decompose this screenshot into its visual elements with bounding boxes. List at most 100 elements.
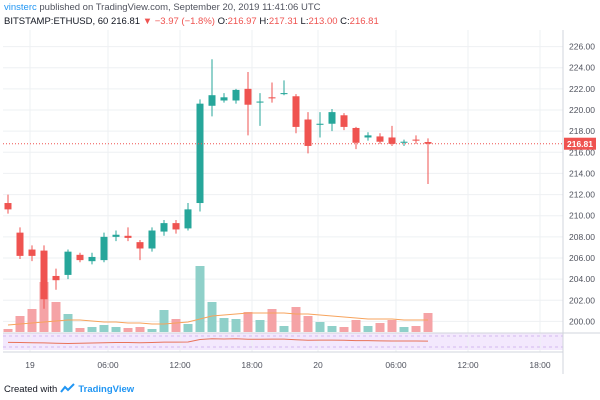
change-value: −3.97 (−1.8%): [154, 16, 215, 27]
volume-bar: [411, 326, 421, 332]
time-tick-label: 18:00: [241, 360, 263, 370]
volume-bar: [339, 327, 349, 332]
price-axis[interactable]: 200.00 202.00 204.00 206.00 208.00 210.00 212.…: [569, 42, 595, 327]
price-tick-label: 218.00: [569, 126, 595, 136]
volume-bar: [207, 302, 217, 332]
price-tick-label: 214.00: [569, 168, 595, 178]
candle-body: [52, 275, 60, 281]
candle-body: [76, 254, 84, 261]
down-arrow-icon: ▼: [142, 16, 153, 27]
candle-body: [88, 256, 96, 262]
volume-bar: [279, 326, 289, 332]
time-tick-label: 06:00: [97, 360, 119, 370]
candle-body: [124, 235, 132, 238]
candle-body: [160, 223, 168, 232]
candle-body: [412, 139, 420, 141]
volume-bar: [171, 319, 181, 332]
low-label: L:: [300, 16, 309, 27]
candle-body: [64, 251, 72, 275]
tradingview-logo[interactable]: TradingView: [60, 383, 134, 395]
time-tick-label: 18:00: [529, 360, 551, 370]
grid-lines: [3, 30, 563, 352]
candle-body: [304, 119, 312, 146]
candle-body: [112, 234, 120, 237]
volume-bar: [219, 318, 229, 332]
candle-body: [16, 232, 24, 256]
volume-bar: [147, 329, 157, 332]
low-value: 213.00: [308, 16, 338, 27]
volume-bar: [195, 266, 205, 332]
high-label: H:: [259, 16, 269, 27]
volume-bars: [3, 266, 433, 332]
candle-body: [244, 88, 252, 105]
candle-body: [28, 249, 36, 256]
volume-bar: [291, 307, 301, 332]
candle-body: [268, 97, 276, 99]
volume-bar: [387, 320, 397, 332]
volume-bar: [255, 320, 265, 332]
candle-body: [100, 236, 108, 261]
volume-bar: [99, 325, 109, 332]
close-value: 216.81: [349, 16, 379, 27]
volume-bar: [399, 327, 409, 332]
volume-bar: [315, 322, 325, 332]
candle-body: [4, 203, 12, 210]
price-tick-label: 200.00: [569, 316, 595, 326]
open-value: 216.97: [227, 16, 257, 27]
price-tick-label: 204.00: [569, 274, 595, 284]
price-tick-label: 210.00: [569, 211, 595, 221]
volume-bar: [27, 309, 37, 332]
price-tick-label: 202.00: [569, 295, 595, 305]
price-tick-label: 212.00: [569, 190, 595, 200]
last-price-tag-label: 216.81: [567, 139, 593, 149]
time-tick-label: 19: [25, 360, 35, 370]
close-label: C:: [340, 16, 350, 27]
time-tick-label: 12:00: [457, 360, 479, 370]
candle-body: [352, 127, 360, 143]
volume-bar: [363, 326, 373, 332]
volume-bar: [159, 310, 169, 332]
last-price-tag-background: [564, 137, 596, 150]
price-tick-label: 220.00: [569, 105, 595, 115]
volume-bar: [87, 327, 97, 332]
price-tick-label: 216.00: [569, 147, 595, 157]
volume-bar: [375, 323, 385, 332]
last-price-legend: 216.81: [110, 16, 141, 27]
candles: [4, 59, 432, 309]
brand-name: TradingView: [78, 383, 135, 395]
high-value: 217.31: [268, 16, 298, 27]
candle-body: [340, 115, 348, 127]
tradingview-logo-icon: [60, 383, 76, 393]
volume-bar: [135, 327, 145, 332]
candle-body: [256, 101, 264, 103]
created-with-text: Created with: [4, 383, 58, 395]
price-tick-label: 206.00: [569, 253, 595, 263]
time-axis[interactable]: 19 06:00 12:00 18:00 20 06:00 12:00 18:00: [25, 360, 551, 370]
volume-ma-line: [7, 312, 428, 326]
time-tick-label: 06:00: [385, 360, 407, 370]
publish-info: vinsterc published on TradingView.com, S…: [4, 2, 321, 13]
volume-bar: [63, 314, 73, 332]
rsi-pane-background: [3, 333, 563, 350]
candle-body: [400, 141, 408, 143]
candle-body: [232, 89, 240, 101]
time-tick-label: 20: [313, 360, 323, 370]
volume-bar: [183, 324, 193, 332]
price-tick-label: 222.00: [569, 84, 595, 94]
footer: Created with TradingView: [4, 383, 134, 395]
candle-body: [280, 93, 288, 95]
candle-body: [196, 103, 204, 204]
ohlc-legend: BITSTAMP:ETHUSD, 60 216.81 ▼ −3.97 (−1.8…: [4, 16, 379, 27]
rsi-line: [7, 338, 429, 345]
volume-bar: [51, 302, 61, 332]
volume-bar: [423, 313, 433, 332]
candle-body: [208, 95, 216, 106]
candle-body: [184, 209, 192, 229]
candle-body: [364, 135, 372, 138]
author-name[interactable]: vinsterc: [4, 2, 37, 13]
price-tick-label: 208.00: [569, 232, 595, 242]
candle-body: [136, 242, 144, 249]
volume-bar: [327, 326, 337, 332]
candle-body: [148, 230, 156, 249]
